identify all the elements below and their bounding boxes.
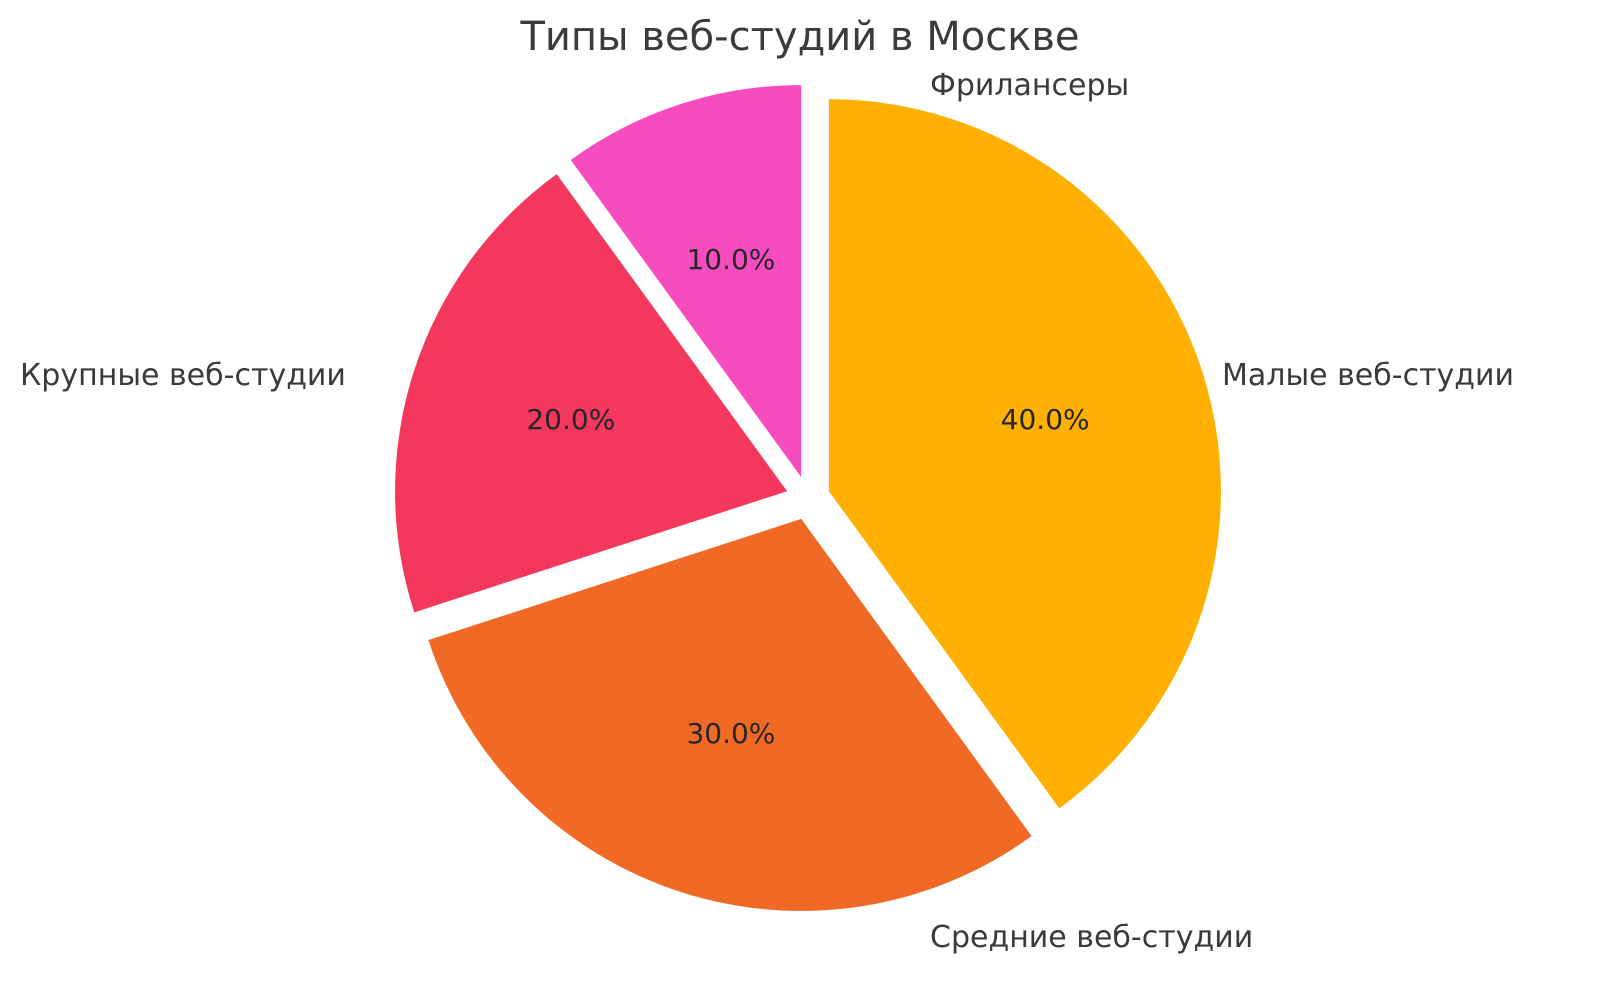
slice-label-large-studios: Крупные веб-студии (20, 358, 346, 393)
chart-title: Типы веб-студий в Москве (520, 14, 1080, 60)
pie-slice-percent: 10.0% (686, 243, 775, 276)
pie-slice[interactable] (428, 518, 1032, 911)
pie-slice-percent: 30.0% (686, 717, 775, 750)
pie-slices-group (395, 85, 1221, 911)
pie-slice-percent: 40.0% (1001, 403, 1090, 436)
slice-label-freelancers: Фрилансеры (930, 68, 1130, 103)
slice-label-small-studios: Малые веб-студии (1222, 358, 1515, 393)
pie-slice[interactable] (828, 99, 1221, 809)
slice-label-medium-studios: Средние веб-студии (930, 920, 1254, 955)
pie-slice-percent: 20.0% (526, 403, 615, 436)
pie-percent-labels-group: 10.0% 20.0% 30.0% 40.0% (526, 243, 1089, 750)
pie-slice[interactable] (395, 174, 788, 613)
pie-slice[interactable] (570, 85, 802, 478)
